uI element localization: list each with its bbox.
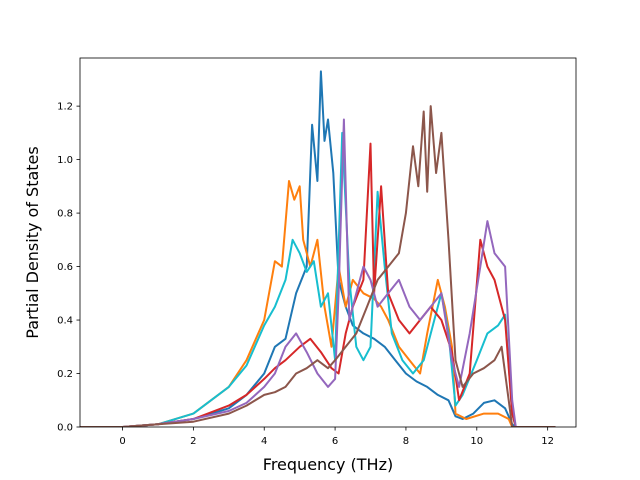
y-axis-ticks: 0.0 0.2 0.4 0.6 0.8 1.0 1.2 xyxy=(57,102,80,434)
series-line-6 xyxy=(80,105,556,427)
x-tick-label: 0 xyxy=(119,436,125,447)
x-tick-label: 2 xyxy=(190,436,196,447)
x-tick-label: 10 xyxy=(470,436,483,447)
series-layer xyxy=(80,70,556,427)
y-tick-label: 0.8 xyxy=(57,209,73,220)
plot-area-frame xyxy=(79,57,577,428)
x-axis-ticks: 0 2 4 6 8 10 12 xyxy=(119,427,554,447)
x-tick-label: 4 xyxy=(261,436,267,447)
series-line-4 xyxy=(80,142,556,427)
y-axis-label: Partial Density of States xyxy=(23,146,42,338)
y-tick-label: 0.2 xyxy=(57,369,73,380)
x-tick-label: 12 xyxy=(541,436,554,447)
y-tick-label: 0.0 xyxy=(57,423,73,434)
series-line-3 xyxy=(80,131,556,427)
x-tick-label: 8 xyxy=(403,436,409,447)
y-tick-label: 0.6 xyxy=(57,262,73,273)
y-tick-label: 0.4 xyxy=(57,316,73,327)
series-line-5 xyxy=(80,118,556,427)
x-axis-label: Frequency (THz) xyxy=(263,455,393,474)
y-tick-label: 1.0 xyxy=(57,155,73,166)
x-tick-label: 6 xyxy=(332,436,338,447)
y-tick-label: 1.2 xyxy=(57,102,73,113)
